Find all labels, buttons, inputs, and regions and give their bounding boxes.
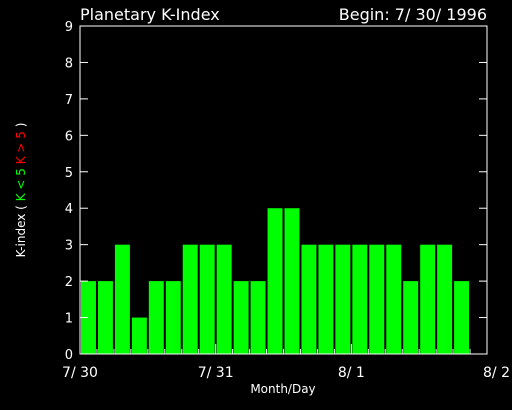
x-axis-label: Month/Day: [250, 382, 315, 396]
bar-7: [199, 244, 215, 354]
bar-1: [97, 281, 113, 354]
y-axis-label-open: (: [14, 205, 28, 210]
y-tick-label-6: 6: [65, 129, 73, 144]
bar-6: [182, 244, 198, 354]
chart-subtitle: Begin: 7/ 30/ 1996: [339, 5, 487, 24]
bar-5: [165, 281, 181, 354]
bar-12: [284, 208, 300, 354]
y-axis-label-prefix: K-index: [14, 214, 28, 258]
bar-17: [369, 244, 385, 354]
bar-21: [437, 244, 453, 354]
y-axis-label-high: K > 5: [14, 131, 28, 164]
y-axis-label-close: ): [14, 123, 28, 128]
bar-14: [318, 244, 334, 354]
x-tick-label-2: 8/ 1: [338, 365, 365, 381]
bar-9: [233, 281, 249, 354]
bar-13: [301, 244, 317, 354]
y-axis-label-low: K < 5: [14, 168, 28, 201]
bar-16: [352, 244, 368, 354]
y-tick-label-0: 0: [65, 348, 73, 363]
bar-4: [148, 281, 164, 354]
bar-series: [81, 208, 470, 354]
y-axis-ticks: 0 1 2 3 4 5 6 7 8 9: [65, 20, 487, 363]
y-axis-label: K-index ( K < 5 K > 5 ): [14, 123, 28, 258]
bar-18: [386, 244, 402, 354]
x-axis-ticks: 7/ 30 7/ 31 8/ 1 8/ 2: [62, 344, 510, 381]
bar-20: [420, 244, 436, 354]
chart-title: Planetary K-Index: [80, 5, 220, 24]
y-tick-label-7: 7: [65, 93, 73, 108]
y-tick-label-1: 1: [65, 312, 73, 327]
x-tick-label-1: 7/ 31: [198, 365, 234, 381]
y-tick-label-3: 3: [65, 239, 73, 254]
y-tick-label-4: 4: [65, 202, 73, 217]
y-tick-label-5: 5: [65, 166, 73, 181]
bar-10: [250, 281, 266, 354]
bar-8: [216, 244, 232, 354]
bar-19: [403, 281, 419, 354]
x-tick-label-3: 8/ 2: [483, 365, 510, 381]
bar-3: [131, 317, 147, 354]
bar-0: [81, 281, 96, 354]
bar-11: [267, 208, 283, 354]
y-tick-label-2: 2: [65, 275, 73, 290]
y-tick-label-8: 8: [65, 56, 73, 71]
bar-15: [335, 244, 351, 354]
y-tick-label-9: 9: [65, 20, 73, 35]
x-tick-label-0: 7/ 30: [62, 365, 98, 381]
bar-22: [454, 281, 470, 354]
bar-2: [114, 244, 130, 354]
